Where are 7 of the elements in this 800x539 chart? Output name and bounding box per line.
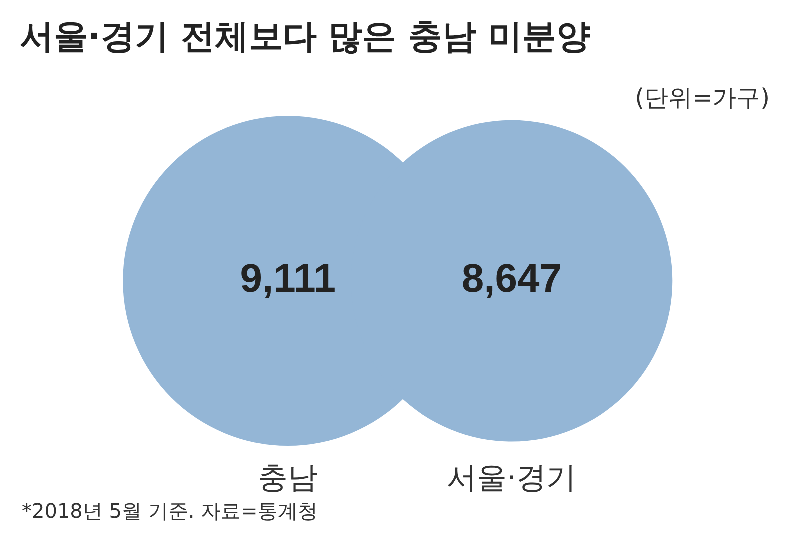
text: (단위=가구) [635, 83, 770, 114]
data-label: 9,111 [240, 257, 336, 302]
text: 서울·경기 전체보다 많은 충남 미분양 [20, 16, 590, 59]
data-label: 8,647 [462, 257, 562, 302]
text: *2018년 5월 기준. 자료=통계청 [22, 498, 318, 525]
category-label: 서울·경기 [447, 460, 577, 496]
category-label: 충남 [258, 460, 318, 496]
